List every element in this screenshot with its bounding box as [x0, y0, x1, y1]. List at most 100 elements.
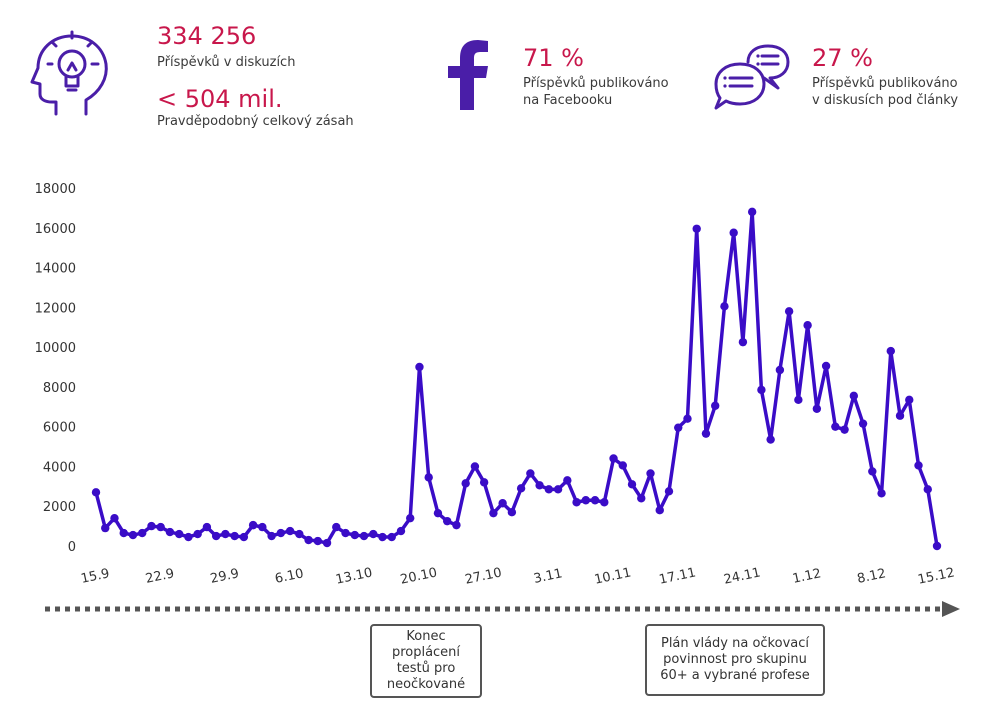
data-point: [590, 496, 600, 505]
y-tick-label: 0: [68, 540, 76, 555]
data-point: [313, 536, 322, 546]
data-point: [479, 478, 489, 487]
x-tick-label: 6.10: [274, 566, 305, 587]
data-point: [729, 228, 738, 237]
data-point: [322, 538, 332, 548]
data-point: [211, 531, 221, 541]
stat-facebook-value: 71 %: [523, 44, 584, 72]
data-point: [516, 484, 526, 493]
data-point: [692, 224, 701, 233]
data-point: [267, 531, 276, 541]
data-point: [600, 498, 609, 507]
data-point: [406, 513, 415, 523]
data-point: [350, 530, 359, 540]
data-point: [738, 337, 748, 347]
data-point: [618, 461, 627, 470]
stat-discussions-label-1: Příspěvků publikováno: [812, 76, 958, 91]
data-point: [378, 532, 387, 542]
data-point: [396, 526, 406, 536]
data-point: [239, 532, 249, 542]
data-point: [433, 508, 443, 518]
data-point: [91, 488, 101, 497]
data-point: [295, 529, 304, 539]
head-lightbulb-icon: [30, 30, 108, 116]
y-tick-label: 12000: [35, 301, 76, 316]
data-point: [544, 485, 554, 494]
data-point: [156, 522, 165, 532]
data-point: [646, 469, 655, 478]
x-tick-label: 3.11: [532, 566, 563, 587]
annotation-line: Konec: [406, 629, 446, 644]
timeline-arrow: [45, 601, 960, 617]
data-point: [174, 529, 184, 539]
y-tick-label: 10000: [35, 341, 76, 356]
data-point: [341, 528, 350, 538]
annotation-line: 60+ a vybrané profese: [660, 668, 810, 683]
data-point: [821, 361, 831, 371]
data-point: [387, 532, 396, 542]
data-point: [304, 535, 313, 545]
y-tick-label: 4000: [43, 460, 76, 475]
stat-facebook-label-1: Příspěvků publikováno: [523, 76, 669, 91]
data-point: [258, 522, 267, 532]
data-point: [840, 425, 849, 434]
series-line: [94, 210, 939, 547]
data-point: [637, 494, 646, 503]
x-tick-label: 15.12: [917, 565, 957, 587]
annotation-line: testů pro: [396, 661, 456, 676]
data-point: [895, 411, 905, 420]
x-tick-label: 29.9: [209, 566, 240, 587]
y-tick-label: 8000: [43, 381, 76, 396]
x-tick-label: 1.12: [791, 566, 822, 587]
annotation-callout-vaccination: Plán vlády na očkovací povinnost pro sku…: [645, 624, 825, 696]
x-tick-label: 24.11: [722, 565, 762, 587]
data-point: [701, 429, 711, 438]
x-tick-label: 20.10: [399, 565, 439, 587]
data-point: [359, 531, 369, 541]
data-point: [101, 523, 110, 533]
x-tick-label: 13.10: [334, 565, 374, 587]
data-point: [683, 414, 692, 423]
data-point: [812, 404, 822, 413]
data-point: [784, 307, 794, 316]
data-point: [868, 467, 877, 476]
x-tick-label: 17.11: [658, 565, 698, 587]
data-point: [664, 487, 674, 496]
data-point: [461, 479, 470, 488]
data-point: [720, 302, 729, 311]
data-point: [507, 507, 517, 517]
y-tick-label: 14000: [35, 262, 76, 277]
data-point: [914, 461, 923, 470]
data-point: [498, 499, 507, 508]
data-point: [775, 365, 785, 375]
stat-discussions-value: 27 %: [812, 44, 873, 72]
data-point: [711, 401, 720, 410]
y-tick-label: 18000: [35, 182, 76, 197]
data-point: [886, 346, 895, 356]
data-point: [794, 395, 803, 405]
data-point: [923, 485, 932, 494]
data-point: [858, 419, 868, 428]
x-axis-ticks: 15.9 22.9 29.9 6.10 13.10 20.10 27.10 3.11 10.11…: [80, 565, 956, 587]
data-point: [803, 321, 812, 330]
y-tick-label: 6000: [43, 421, 76, 436]
annotation-line: neočkované: [386, 677, 466, 692]
y-tick-label: 2000: [43, 500, 76, 515]
data-point: [276, 528, 286, 538]
data-point: [452, 520, 461, 530]
annotation-line: Plán vlády na očkovací: [660, 636, 809, 651]
x-tick-label: 22.9: [144, 566, 175, 587]
data-point: [831, 422, 840, 431]
data-point: [563, 476, 572, 485]
data-point: [110, 513, 119, 523]
stat-posts-value: 334 256: [157, 22, 257, 50]
data-point: [674, 423, 683, 432]
annotation-callout-testing: Konec proplácení testů pro neočkované: [370, 624, 482, 698]
data-point: [221, 529, 230, 539]
data-point: [138, 528, 147, 538]
data-point: [230, 531, 239, 541]
data-point: [747, 207, 757, 217]
data-point: [248, 520, 258, 530]
data-point: [415, 362, 424, 372]
